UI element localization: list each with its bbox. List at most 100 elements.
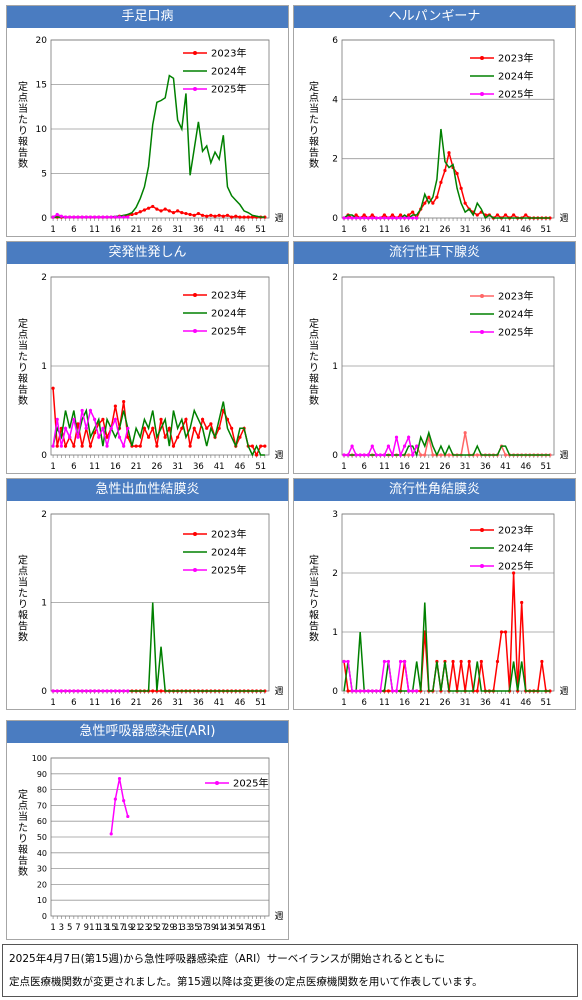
- legend-label: 2024年: [498, 542, 533, 555]
- y-axis-label: 定点当たり報告数: [18, 554, 28, 644]
- data-point: [242, 215, 246, 219]
- data-point: [419, 453, 423, 457]
- x-tick-label: 1: [341, 225, 346, 235]
- x-tick-label: 26: [151, 698, 162, 708]
- y-axis-label: 定点当たり報告数: [18, 317, 28, 407]
- x-tick-label: 21: [131, 923, 142, 933]
- x-tick-label: 41: [500, 225, 511, 235]
- data-point: [176, 209, 180, 213]
- legend-label: 2025年: [211, 325, 246, 338]
- y-tick-label: 0: [41, 687, 47, 697]
- data-point: [366, 689, 370, 693]
- data-point: [350, 444, 354, 448]
- y-tick-label: 90: [37, 770, 47, 779]
- x-tick-label: 31: [460, 225, 471, 235]
- data-point: [407, 689, 411, 693]
- chart-panel-exanthem-subitum: 突発性発しん 0 1 2 1 6 11 16 21 26 31 36 41 46 51 週定点当たり報告数 2…: [6, 241, 289, 474]
- chart-panel-ari: 急性呼吸器感染症(ARI) 0 10 20 30 40 50 60 70 80 90 100 1 3 5 7…: [6, 720, 289, 940]
- data-point: [142, 426, 147, 430]
- legend-marker: [480, 330, 484, 334]
- data-point: [117, 215, 122, 219]
- data-point: [415, 444, 419, 448]
- data-point: [250, 444, 254, 448]
- data-point: [217, 213, 221, 217]
- y-tick-label: 2: [332, 273, 338, 283]
- data-point: [80, 408, 84, 413]
- legend-marker: [480, 564, 484, 568]
- data-point: [51, 386, 55, 390]
- data-point: [55, 212, 59, 217]
- data-point: [459, 659, 463, 664]
- x-tick-label: 36: [480, 462, 491, 472]
- data-point: [101, 417, 105, 421]
- x-tick-label: 31: [172, 225, 183, 235]
- data-point: [342, 659, 346, 664]
- data-point: [109, 832, 113, 836]
- data-point: [109, 215, 113, 219]
- data-point: [346, 659, 350, 664]
- data-point: [390, 213, 395, 217]
- x-tick-label: 16: [110, 462, 121, 472]
- y-tick-label: 80: [37, 786, 47, 795]
- x-tick-label: 21: [131, 462, 142, 472]
- y-tick-label: 20: [37, 880, 47, 889]
- y-tick-label: 0: [41, 451, 47, 461]
- data-point: [113, 404, 117, 408]
- y-tick-label: 2: [332, 155, 338, 165]
- data-point: [382, 453, 386, 457]
- data-point: [374, 689, 378, 693]
- data-point: [113, 797, 117, 801]
- x-tick-label: 16: [110, 698, 121, 708]
- x-tick-label: 35: [189, 923, 200, 933]
- x-tick-label: 17: [114, 923, 125, 933]
- data-point: [88, 689, 93, 693]
- data-point: [205, 214, 209, 218]
- y-tick-label: 2: [332, 569, 338, 579]
- data-point: [167, 426, 171, 430]
- x-tick-label: 51: [541, 462, 552, 472]
- data-point: [435, 195, 439, 199]
- data-point: [80, 689, 84, 693]
- data-point: [402, 659, 407, 664]
- x-tick-label: 51: [541, 225, 552, 235]
- data-point: [342, 453, 346, 457]
- data-point: [382, 659, 386, 664]
- data-point: [479, 659, 483, 664]
- data-point: [447, 151, 451, 155]
- x-tick-label: 36: [193, 462, 204, 472]
- legend-label: 2023年: [211, 289, 246, 302]
- data-point: [192, 426, 196, 430]
- x-tick-label: 41: [214, 462, 225, 472]
- data-point: [346, 689, 350, 693]
- data-point: [126, 426, 130, 430]
- data-point: [366, 453, 370, 457]
- data-point: [134, 444, 138, 448]
- data-point: [113, 215, 117, 219]
- data-point: [205, 426, 209, 430]
- data-point: [346, 216, 350, 220]
- data-point: [455, 171, 459, 176]
- data-point: [495, 659, 500, 664]
- data-point: [415, 216, 419, 220]
- data-point: [80, 444, 84, 448]
- x-tick-label: 51: [255, 225, 266, 235]
- data-point: [55, 417, 59, 421]
- x-tick-label: 11: [89, 698, 100, 708]
- data-point: [362, 689, 366, 693]
- legend-marker: [215, 781, 219, 785]
- data-point: [362, 453, 366, 457]
- x-tick-label: 46: [235, 462, 246, 472]
- data-point: [443, 168, 447, 173]
- y-tick-label: 10: [37, 896, 47, 905]
- x-tick-label: 26: [440, 462, 451, 472]
- series-line: [53, 205, 265, 218]
- data-point: [394, 689, 399, 693]
- data-point: [126, 215, 130, 219]
- data-point: [263, 444, 267, 448]
- data-point: [159, 209, 163, 213]
- data-point: [93, 417, 97, 421]
- x-tick-label: 21: [419, 462, 430, 472]
- data-point: [72, 215, 76, 219]
- legend-label: 2023年: [498, 524, 533, 537]
